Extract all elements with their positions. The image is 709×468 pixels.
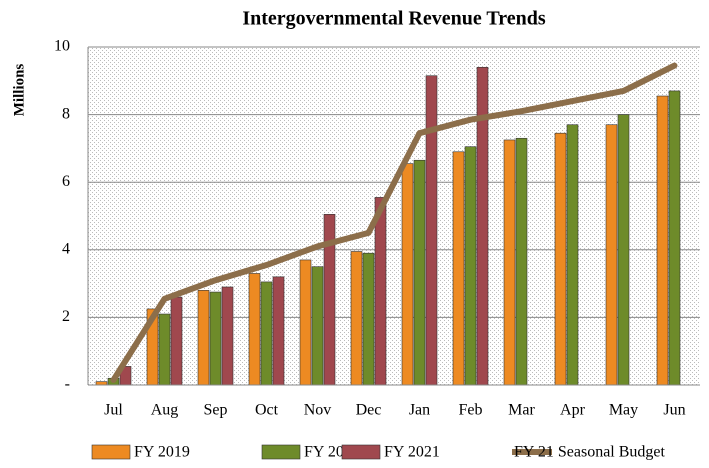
- legend-label: FY 2021: [384, 444, 440, 461]
- x-tick-label: May: [609, 402, 638, 419]
- x-tick-label: Dec: [356, 402, 382, 419]
- bar: [209, 291, 222, 386]
- bar: [401, 163, 414, 386]
- legend-label: FY 2019: [134, 444, 190, 461]
- bar: [515, 137, 528, 386]
- bar: [668, 90, 681, 386]
- x-tick-label: Nov: [304, 402, 332, 419]
- legend-swatch: [91, 444, 131, 460]
- bar: [452, 151, 465, 386]
- bar: [656, 95, 669, 386]
- x-tick-label: Jun: [663, 402, 685, 419]
- y-tick-label: 8: [62, 105, 70, 122]
- legend-label: FY 21 Seasonal Budget: [514, 444, 666, 461]
- bar: [566, 124, 579, 386]
- plot-area: [88, 47, 700, 385]
- bar: [170, 296, 183, 386]
- x-tick-label: Oct: [255, 402, 279, 419]
- x-tick-label: Mar: [508, 402, 535, 419]
- x-tick-label: Feb: [459, 402, 483, 419]
- y-tick-label: 2: [62, 308, 70, 325]
- y-axis-label: Millions: [11, 64, 27, 117]
- bar: [362, 252, 375, 386]
- bar: [221, 286, 234, 386]
- line: [110, 62, 678, 383]
- bar: [605, 124, 618, 386]
- bar: [413, 159, 426, 386]
- legend-swatch: [261, 444, 301, 460]
- y-tick-label: 10: [54, 38, 70, 55]
- bar: [299, 259, 312, 386]
- x-tick-label: Aug: [151, 402, 179, 419]
- y-tick-label: 6: [62, 173, 70, 190]
- bar: [260, 281, 273, 386]
- bar: [311, 266, 324, 386]
- x-tick-label: Jan: [409, 402, 430, 419]
- bar: [272, 276, 285, 386]
- legend-swatch: [341, 444, 381, 460]
- bar: [158, 313, 171, 386]
- bar: [464, 146, 477, 386]
- chart-title: Intergovernmental Revenue Trends: [242, 8, 546, 30]
- bar: [95, 381, 108, 386]
- y-tick-label: 4: [62, 240, 70, 257]
- bar: [503, 139, 516, 386]
- bar: [617, 114, 630, 386]
- bar: [425, 75, 438, 386]
- x-tick-label: Jul: [104, 402, 123, 419]
- bar: [350, 251, 363, 386]
- bar: [554, 132, 567, 386]
- x-tick-label: Sep: [204, 402, 228, 419]
- bar: [197, 290, 210, 386]
- bar: [374, 197, 387, 386]
- y-tick-label: -: [65, 376, 70, 393]
- bar: [248, 273, 261, 386]
- x-tick-label: Apr: [560, 402, 586, 419]
